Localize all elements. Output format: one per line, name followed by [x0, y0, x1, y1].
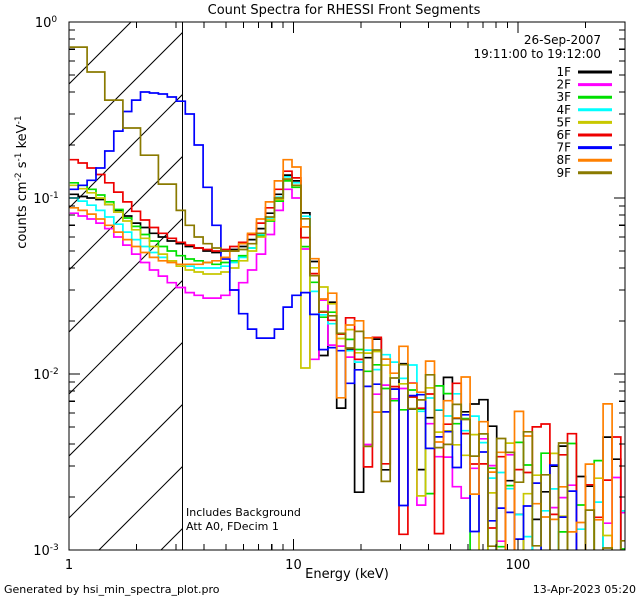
legend-entry-7f: 7F	[556, 141, 612, 155]
x-tick-label-10: 10	[285, 558, 302, 573]
y-axis-label-exp-1: -1	[14, 153, 24, 162]
legend-label-9f: 9F	[556, 166, 571, 180]
svg-text:100: 100	[35, 15, 58, 31]
y-axis-tick-labels: 100 10-1 10-2 10-3	[33, 15, 59, 559]
y-tick-label-10^-1: 10-1	[33, 191, 59, 207]
generated-timestamp: 13-Apr-2023 05:20	[533, 583, 636, 596]
legend-label-1f: 1F	[556, 65, 571, 79]
generator-credit: Generated by hsi_min_spectra_plot.pro	[4, 583, 220, 596]
annotation-attenuator-state: Att A0, FDecim 1	[186, 520, 279, 533]
legend-entry-2f: 2F	[556, 78, 612, 92]
y-axis-label-exp-0: -2	[14, 172, 24, 181]
legend-label-5f: 5F	[556, 115, 571, 129]
legend-label-3f: 3F	[556, 90, 571, 104]
legend-entry-3f: 3F	[556, 90, 612, 104]
legend-label-8f: 8F	[556, 153, 571, 167]
legend-label-2f: 2F	[556, 78, 571, 92]
legend-entry-1f: 1F	[556, 65, 612, 79]
spectrum-line-6f	[69, 158, 622, 550]
y-axis-label-part-2: keV	[15, 124, 30, 152]
spectrum-line-1f	[69, 174, 622, 550]
plot-frame	[68, 21, 626, 551]
y-tick-label-10^0: 100	[35, 15, 58, 31]
legend-entry-6f: 6F	[556, 128, 612, 142]
y-axis-label-part-1: s	[15, 161, 30, 172]
y-tick-label-10^-3: 10-3	[33, 543, 59, 559]
annotation-includes-background: Includes Background	[186, 506, 301, 519]
legend-entry-4f: 4F	[556, 103, 612, 117]
spectrum-line-9f	[69, 46, 625, 550]
y-axis-label: counts cm-2 s-1 keV-1	[10, 87, 30, 287]
svg-text:counts cm-2 s-1 keV-1: counts cm-2 s-1 keV-1	[10, 87, 30, 287]
legend-label-4f: 4F	[556, 103, 571, 117]
axis-ticks	[68, 21, 626, 551]
legend-label-6f: 6F	[556, 128, 571, 142]
x-axis-tick-labels: 1 10 100	[65, 558, 530, 573]
legend-entry-8f: 8F	[556, 153, 612, 167]
svg-text:10-2: 10-2	[33, 367, 59, 383]
x-tick-label-1: 1	[65, 558, 73, 573]
x-axis-label: Energy (keV)	[305, 567, 389, 582]
observation-interval: 19:11:00 to 19:12:00	[474, 47, 601, 61]
observation-date: 26-Sep-2007	[524, 33, 601, 47]
y-tick-label-10^-2: 10-2	[33, 367, 59, 383]
chart-title: Count Spectra for RHESSI Front Segments	[208, 3, 481, 18]
svg-text:10-1: 10-1	[33, 191, 59, 207]
svg-text:10-3: 10-3	[33, 543, 59, 559]
spectrum-line-8f	[69, 158, 613, 550]
spectra-series-group	[69, 46, 625, 550]
legend-entry-5f: 5F	[556, 115, 612, 129]
legend-label-7f: 7F	[556, 141, 571, 155]
y-axis-label-part-0: counts cm	[15, 181, 30, 248]
legend-entry-9f: 9F	[556, 166, 612, 180]
y-axis-label-exp-2: -1	[14, 115, 24, 124]
x-tick-label-100: 100	[505, 558, 530, 573]
